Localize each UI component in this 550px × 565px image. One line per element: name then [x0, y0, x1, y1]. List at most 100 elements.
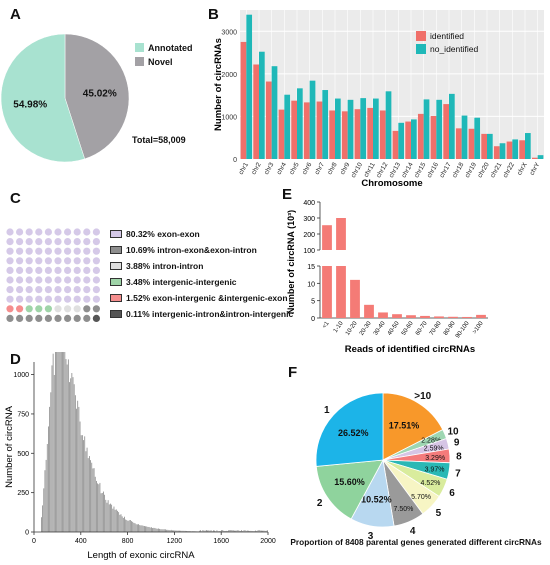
x-tick-label: chrX: [516, 161, 529, 177]
hist-bar: [262, 530, 263, 532]
x-tick-label: 60-70: [415, 320, 429, 337]
hist-bar: [258, 529, 260, 532]
hist-bar: [179, 530, 180, 532]
waffle-cell: [73, 305, 81, 313]
hist-bar: [120, 514, 122, 532]
hist-bar: [101, 492, 103, 532]
waffle-cell: [25, 286, 33, 294]
hist-bar: [194, 531, 196, 532]
bar-80-90: [448, 316, 458, 318]
hist-bar: [184, 530, 186, 532]
bar-identified-chr3: [265, 81, 272, 159]
waffle-cell: [16, 247, 24, 255]
hist-bar: [44, 470, 46, 532]
waffle-cell: [83, 266, 91, 274]
y-tick-label: 200: [303, 232, 315, 239]
pie-category-label: 2: [317, 498, 323, 509]
hist-bar: [183, 530, 185, 532]
hist-bar: [76, 408, 77, 532]
y-axis-title: Number of circRNA (10³): [286, 210, 296, 314]
waffle-cell: [44, 257, 53, 265]
bar-no_identified-chr19: [474, 117, 481, 159]
hist-bar: [250, 530, 252, 532]
panel-label-c: C: [10, 190, 21, 207]
legend-label: 1.52% exon-intergenic &intergenic-exon: [126, 293, 288, 303]
waffle-cell: [6, 238, 14, 246]
x-tick-label: chr5: [288, 161, 301, 176]
waffle-cell: [16, 295, 24, 303]
hist-bar: [73, 384, 75, 532]
y-tick-label: 1000: [13, 372, 29, 379]
bar-60-70: [420, 315, 430, 318]
waffle-cell: [83, 295, 91, 303]
waffle-cell: [44, 247, 53, 255]
hist-bar: [189, 531, 191, 532]
bar-no_identified-chr3: [271, 66, 278, 159]
hist-bar: [143, 526, 145, 532]
waffle-cell: [54, 276, 62, 284]
hist-bar: [177, 530, 179, 532]
bar-no_identified-chr10: [360, 98, 367, 159]
waffle-cell: [6, 295, 14, 303]
bar-10-20: [350, 279, 360, 318]
hist-bar: [241, 530, 242, 532]
hist-bar: [77, 400, 79, 532]
hist-bar: [79, 421, 81, 532]
hist-bar: [162, 529, 164, 532]
hist-bar: [141, 525, 143, 532]
hist-bar: [62, 352, 63, 532]
waffle-cell: [83, 286, 91, 294]
hist-bar: [225, 530, 227, 532]
hist-bar: [207, 530, 208, 532]
legend-row: 0.11% intergenic-intron&intron-intergeni…: [110, 306, 293, 322]
hist-bar: [167, 529, 169, 532]
hist-bar: [97, 483, 98, 532]
hist-bar: [100, 493, 102, 532]
waffle-cell: [54, 266, 62, 274]
waffle-cell: [64, 257, 72, 265]
waffle-cell: [16, 314, 24, 322]
pie-category-label: 1: [324, 405, 330, 416]
hist-bar: [180, 530, 182, 532]
hist-bar: [242, 531, 244, 532]
hist-bar: [230, 529, 232, 532]
hist-bar: [117, 510, 118, 532]
waffle-cell: [64, 305, 72, 313]
waffle-cell: [6, 276, 14, 284]
bar-70-80: [434, 316, 444, 318]
pie-slice->10: [382, 392, 444, 461]
hist-bar: [64, 352, 66, 532]
hist-bar: [140, 525, 142, 532]
bar-identified-chr13: [392, 130, 399, 159]
waffle-cell: [44, 305, 53, 313]
hist-bar: [213, 530, 214, 532]
bar-no_identified-chr18: [461, 115, 468, 159]
bar-identified-chr15: [417, 113, 424, 159]
hist-bar: [205, 530, 207, 532]
hist-bar: [165, 529, 166, 532]
hist-bar: [99, 482, 101, 532]
hist-bar: [239, 530, 241, 532]
hist-bar: [216, 530, 218, 532]
y-tick-label: 500: [17, 451, 29, 458]
bar-no_identified-chr4: [284, 94, 291, 159]
pie-slice-1: [315, 392, 384, 467]
waffle-cell: [6, 247, 14, 255]
hist-bar: [45, 459, 47, 532]
hist-bar: [211, 531, 213, 532]
waffle-cell: [83, 276, 91, 284]
y-tick-label: 0: [233, 157, 237, 164]
pie-slice-label: 3.29%: [425, 455, 445, 462]
bar-identified-chr8: [329, 110, 335, 159]
pie-category-label: 5: [436, 508, 442, 519]
bar-identified-chr16: [430, 116, 437, 159]
legend-label: 0.11% intergenic-intron&intron-intergeni…: [126, 309, 294, 319]
bar-identified-chr6: [303, 102, 310, 159]
waffle-cell: [44, 295, 53, 303]
waffle-cell: [25, 295, 33, 303]
hist-bar: [142, 525, 144, 532]
hist-bar: [108, 504, 110, 532]
legend-swatch: [135, 57, 144, 66]
hist-bar: [41, 517, 42, 532]
